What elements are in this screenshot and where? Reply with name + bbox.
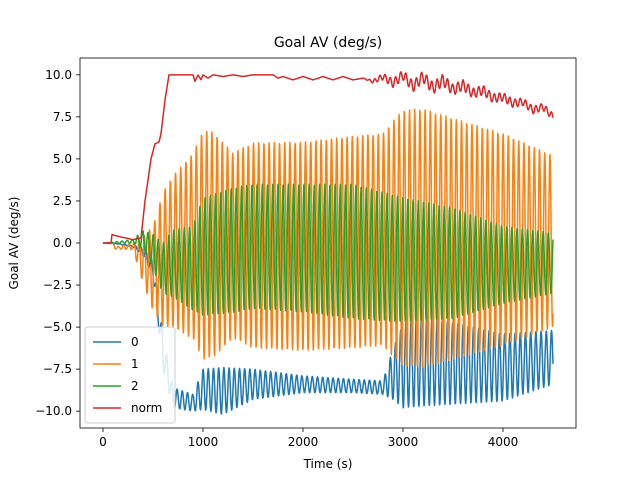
x-tick-label: 2000: [288, 435, 319, 449]
x-tick-label: 3000: [388, 435, 419, 449]
series-line-0: [102, 242, 554, 415]
y-tick-label: 7.5: [53, 110, 72, 124]
legend-label: 2: [131, 379, 139, 393]
x-axis: 0 1000 2000 3000 4000: [99, 428, 518, 449]
x-axis-label: Time (s): [303, 457, 353, 471]
chart-title: Goal AV (deg/s): [274, 35, 382, 51]
y-axis-label: Goal AV (deg/s): [7, 197, 21, 290]
y-tick-label: −10.0: [35, 404, 72, 418]
x-tick-label: 0: [99, 435, 107, 449]
legend: 0 1 2 norm: [84, 326, 176, 424]
series-line-norm: [102, 71, 554, 244]
y-tick-label: 2.5: [53, 194, 72, 208]
y-tick-label: −2.5: [43, 278, 72, 292]
legend-label: 0: [131, 335, 139, 349]
y-tick-label: 0.0: [53, 236, 72, 250]
y-tick-label: −7.5: [43, 362, 72, 376]
plot-area: [102, 71, 554, 415]
x-tick-label: 1000: [188, 435, 219, 449]
y-axis: −10.0 −7.5 −5.0 −2.5 0.0 2.5 5.0 7.5 10.0: [35, 68, 80, 418]
legend-label: 1: [131, 357, 139, 371]
legend-box: [84, 326, 176, 424]
legend-label: norm: [131, 401, 162, 415]
y-tick-label: 10.0: [45, 68, 72, 82]
x-tick-label: 4000: [488, 435, 519, 449]
y-tick-label: 5.0: [53, 152, 72, 166]
y-tick-label: −5.0: [43, 320, 72, 334]
series-line-2: [102, 183, 554, 323]
